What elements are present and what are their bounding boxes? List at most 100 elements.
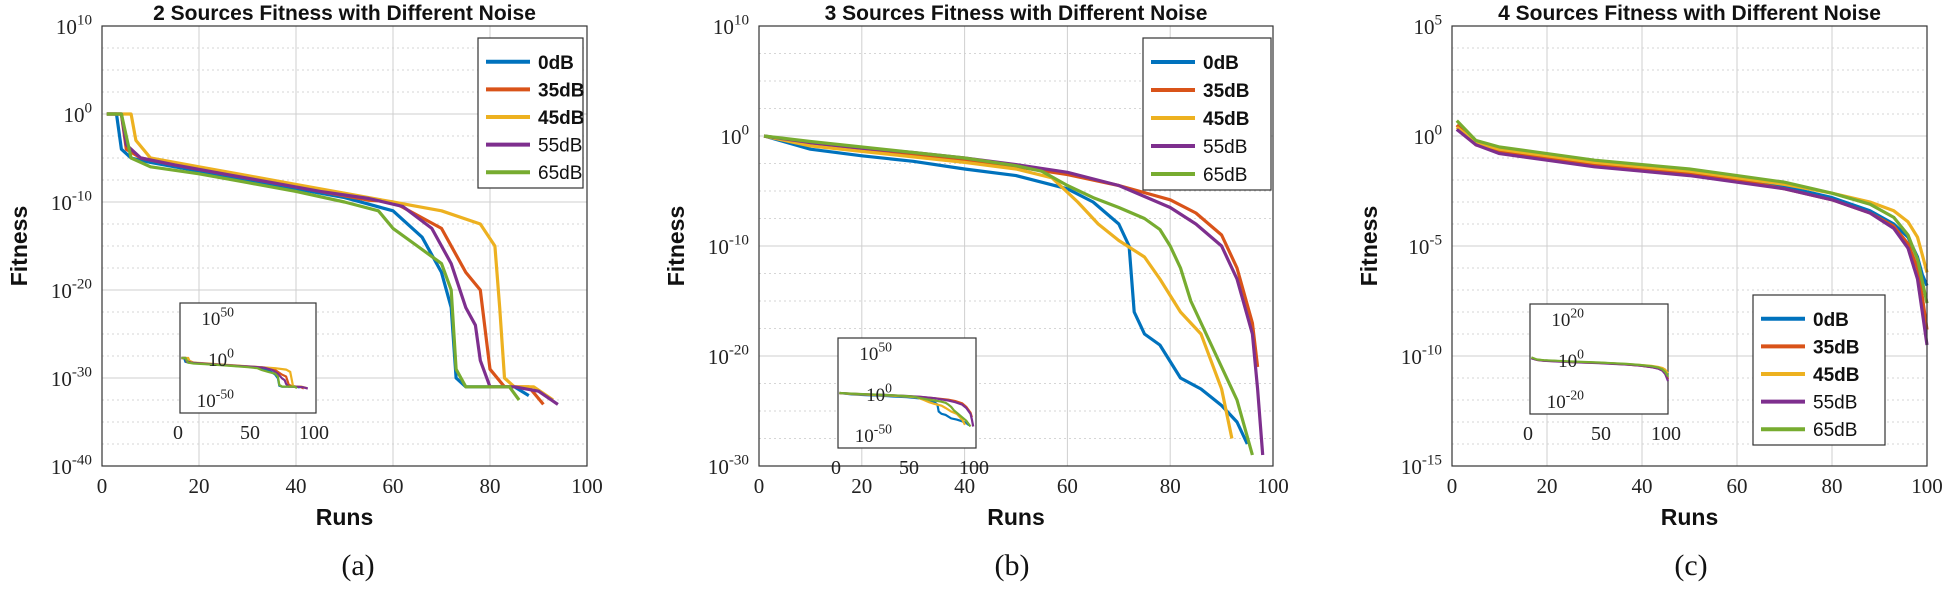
inset-y-tick-label-exp: 0 bbox=[227, 345, 234, 360]
inset-y-tick-label-exp: -50 bbox=[216, 386, 234, 401]
x-tick-label: 40 bbox=[286, 474, 307, 498]
series-line-0dB bbox=[763, 134, 1249, 445]
y-tick-label: 10-30 bbox=[708, 453, 749, 479]
legend-label: 55dB bbox=[1203, 137, 1247, 158]
inset-y-tick-label: 1050 bbox=[201, 304, 234, 330]
x-tick-label: 80 bbox=[1822, 474, 1843, 498]
inset-y-tick-label-exp: 50 bbox=[878, 339, 892, 354]
y-tick-label: 10-10 bbox=[1401, 343, 1442, 369]
y-tick-label-base: 10 bbox=[708, 235, 729, 259]
chart-title: 3 Sources Fitness with Different Noise bbox=[825, 2, 1208, 25]
y-tick-label-exp: 10 bbox=[734, 13, 749, 29]
y-tick-label: 100 bbox=[720, 123, 749, 149]
y-tick-label-exp: -40 bbox=[72, 453, 92, 469]
inset-y-tick-label-base: 10 bbox=[855, 426, 874, 447]
y-tick-label: 10-15 bbox=[1401, 453, 1442, 479]
legend-label: 0dB bbox=[538, 53, 574, 74]
series-group bbox=[763, 134, 1265, 456]
x-tick-label: 20 bbox=[1537, 474, 1558, 498]
legend-label: 0dB bbox=[1203, 53, 1239, 74]
inset-frame bbox=[179, 302, 317, 414]
series-group bbox=[106, 112, 559, 406]
y-tick-label-base: 10 bbox=[51, 191, 72, 215]
x-tick-label: 100 bbox=[1911, 474, 1943, 498]
inset-y-tick-label-exp: 0 bbox=[885, 380, 892, 395]
x-tick-label: 100 bbox=[571, 474, 603, 498]
y-tick-label: 1010 bbox=[713, 13, 749, 39]
legend-label: 45dB bbox=[1813, 365, 1859, 386]
legend-label: 35dB bbox=[1203, 81, 1249, 102]
y-tick-label: 105 bbox=[1413, 13, 1442, 39]
x-tick-label: 40 bbox=[954, 474, 975, 498]
legend-label: 45dB bbox=[1203, 109, 1249, 130]
inset-y-tick-label-base: 10 bbox=[208, 350, 227, 371]
inset-y-tick-label-base: 10 bbox=[1547, 392, 1566, 413]
y-tick-label-base: 10 bbox=[51, 455, 72, 479]
x-tick-label: 80 bbox=[1160, 474, 1181, 498]
x-tick-label: 0 bbox=[1447, 474, 1458, 498]
x-tick-label: 0 bbox=[97, 474, 108, 498]
inset-y-tick-label-base: 10 bbox=[1551, 310, 1570, 331]
plot-frame bbox=[1451, 25, 1928, 467]
inset-y-tick-label: 100 bbox=[866, 380, 892, 406]
x-axis-label: Runs bbox=[316, 504, 374, 530]
inset-series-65dB bbox=[1531, 356, 1669, 378]
inset-frame bbox=[1529, 303, 1669, 415]
y-tick-label-exp: -15 bbox=[1422, 453, 1442, 469]
inset-y-tick-label-exp: -20 bbox=[1566, 387, 1584, 402]
x-tick-label: 60 bbox=[1727, 474, 1748, 498]
y-tick-label-base: 10 bbox=[713, 15, 734, 39]
inset-y-tick-label-base: 10 bbox=[1558, 351, 1577, 372]
chart-title: 2 Sources Fitness with Different Noise bbox=[153, 2, 536, 25]
y-tick-label-exp: 5 bbox=[1434, 13, 1442, 29]
legend-label: 0dB bbox=[1813, 310, 1849, 331]
inset-y-tick-label: 10-50 bbox=[197, 386, 234, 412]
y-tick-label: 10-30 bbox=[51, 365, 92, 391]
legend-label: 65dB bbox=[538, 163, 582, 184]
inset-x-tick-label: 0 bbox=[173, 422, 183, 444]
y-tick-label-base: 10 bbox=[51, 279, 72, 303]
y-tick-label-base: 10 bbox=[1413, 15, 1434, 39]
series-line-55dB bbox=[1455, 128, 1929, 346]
y-tick-label-base: 10 bbox=[708, 345, 729, 369]
y-tick-label-base: 10 bbox=[1408, 235, 1429, 259]
series-line-45dB bbox=[1455, 125, 1929, 273]
plot-frame bbox=[101, 25, 588, 467]
legend: 0dB 35dB 45dB 55dB 65dB bbox=[1752, 294, 1886, 446]
y-tick-label: 100 bbox=[1413, 123, 1442, 149]
inset-y-tick-label-base: 10 bbox=[197, 391, 216, 412]
y-tick-label-base: 10 bbox=[63, 103, 84, 127]
legend-label: 35dB bbox=[1813, 337, 1859, 358]
y-tick-label-exp: -20 bbox=[729, 343, 749, 359]
plot-frame bbox=[758, 25, 1274, 467]
series-line-45dB bbox=[763, 134, 1234, 439]
y-tick-label-base: 10 bbox=[1413, 125, 1434, 149]
x-tick-label: 0 bbox=[754, 474, 765, 498]
inset-x-tick-label: 50 bbox=[899, 457, 919, 479]
inset-y-tick-label: 100 bbox=[1558, 346, 1584, 372]
inset-series-65dB bbox=[181, 356, 298, 389]
inset-y-tick-label: 10-50 bbox=[855, 421, 892, 447]
legend-label: 65dB bbox=[1813, 420, 1857, 441]
y-tick-label-base: 10 bbox=[1401, 345, 1422, 369]
y-tick-label: 100 bbox=[63, 101, 92, 127]
inset-y-tick-label-exp: 0 bbox=[1577, 346, 1584, 361]
inset-y-tick-label: 1050 bbox=[859, 339, 892, 365]
legend-label: 45dB bbox=[538, 108, 584, 129]
inset-y-tick-label-base: 10 bbox=[866, 385, 885, 406]
inset-y-tick-label: 10-20 bbox=[1547, 387, 1584, 413]
y-tick-label-exp: 10 bbox=[77, 13, 92, 29]
legend-box bbox=[477, 37, 584, 189]
series-line-0dB bbox=[106, 112, 530, 397]
inset-y-tick-label: 100 bbox=[208, 345, 234, 371]
y-tick-label-base: 10 bbox=[720, 125, 741, 149]
inset-y-tick-label-base: 10 bbox=[859, 344, 878, 365]
inset-x-tick-label: 100 bbox=[299, 422, 329, 444]
y-tick-label-base: 10 bbox=[51, 367, 72, 391]
panel-label: (a) bbox=[341, 549, 374, 582]
series-group bbox=[1455, 119, 1929, 346]
